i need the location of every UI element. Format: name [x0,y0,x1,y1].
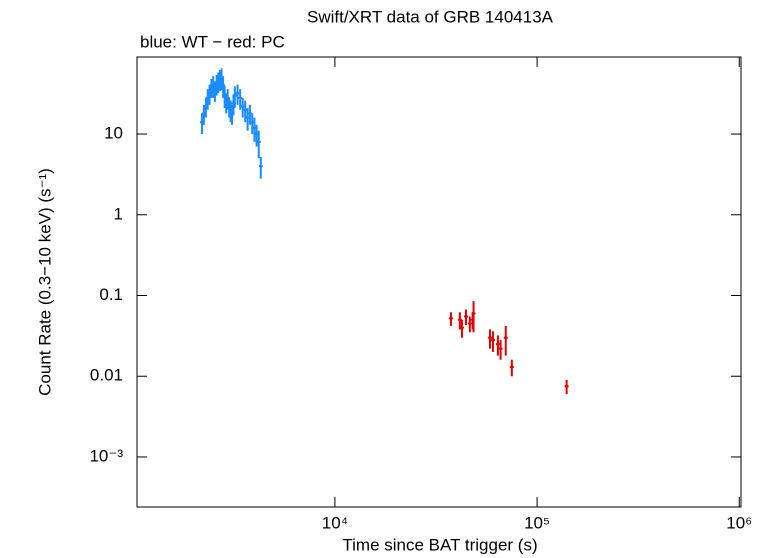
x-tick-label: 10⁶ [726,513,752,532]
x-tick-label: 10⁴ [322,513,348,532]
x-tick-label: 10⁵ [524,513,550,532]
y-tick-label: 10⁻³ [89,446,123,465]
y-tick-label: 10 [104,124,123,143]
chart-subtitle: blue: WT − red: PC [140,32,285,51]
plot-frame [136,56,742,508]
y-tick-label: 0.01 [90,366,123,385]
x-axis-label: Time since BAT trigger (s) [342,535,537,554]
chart-title: Swift/XRT data of GRB 140413A [307,7,554,26]
y-axis-label: Count Rate (0.3−10 keV) (s⁻¹) [35,168,54,396]
y-tick-label: 1 [114,204,123,223]
y-tick-label: 0.1 [99,285,123,304]
